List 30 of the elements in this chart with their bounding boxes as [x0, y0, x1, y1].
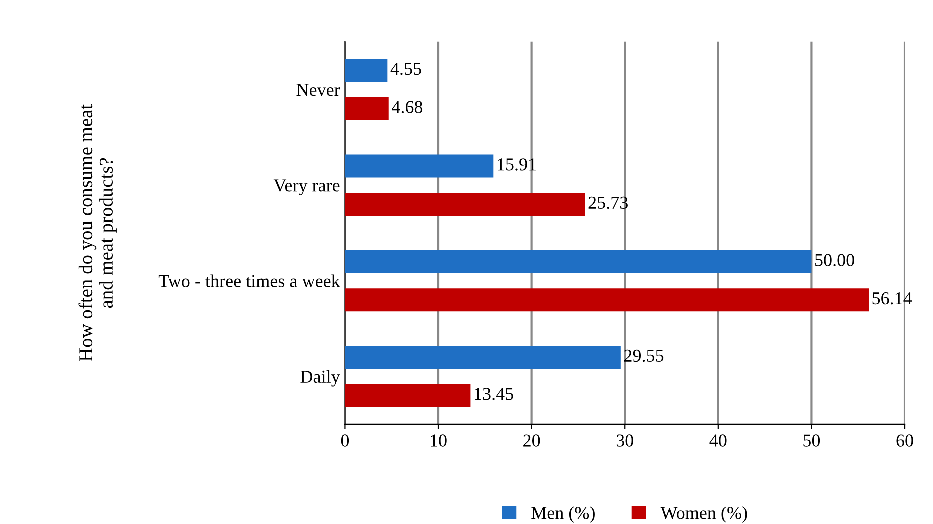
y-axis-title: How often do you consume meat and meat products? [78, 104, 117, 362]
y-tick-label: Daily [300, 370, 340, 387]
bar [345, 154, 494, 178]
bar [345, 193, 586, 216]
data-label: 4.55 [390, 63, 422, 76]
data-label: 29.55 [624, 350, 664, 362]
x-tick-label: 60 [896, 434, 914, 447]
legend-label: Women (%) [660, 506, 748, 523]
x-tick-label: 50 [804, 434, 820, 447]
bar [345, 288, 869, 312]
legend-label: Men (%) [532, 506, 595, 523]
x-tick-label: 30 [616, 434, 634, 447]
data-label: 4.68 [392, 101, 423, 114]
data-label: 50.00 [816, 254, 854, 266]
bar [345, 346, 621, 369]
y-tick-label: Never [296, 84, 340, 96]
bar [345, 59, 388, 82]
x-tick-label: 0 [341, 434, 350, 447]
x-tick-label: 40 [710, 434, 727, 447]
bar [345, 384, 471, 408]
x-tick-label: 10 [431, 434, 447, 447]
data-label: 15.91 [498, 158, 536, 171]
data-label: 25.73 [588, 196, 628, 210]
bar [345, 97, 389, 120]
data-label: 13.45 [475, 388, 514, 400]
data-label: 56.14 [872, 292, 912, 305]
x-tick-label: 20 [524, 434, 540, 447]
y-tick-label: Two - three times a week [158, 274, 340, 288]
bar [345, 250, 812, 274]
y-tick-label: Very rare [274, 180, 340, 196]
